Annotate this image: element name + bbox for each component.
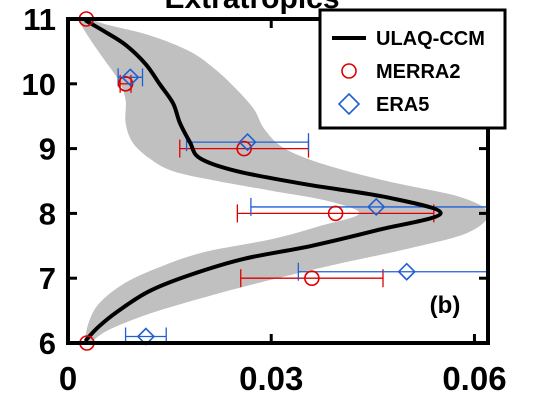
legend-label-merra2: MERRA2 [376, 61, 460, 83]
chart-title: Extratropics [164, 0, 339, 15]
legend-label-ulaq-ccm: ULAQ-CCM [376, 28, 485, 50]
panel-label: (b) [430, 292, 461, 319]
y-tick-label-5: 11 [23, 2, 56, 37]
legend: ULAQ-CCM MERRA2 ERA5 [318, 8, 507, 130]
y-tick-label-3: 9 [39, 132, 56, 167]
merra2-point-2 [327, 205, 344, 222]
tick-labels-layer: 6 7 8 9 10 11 0 0.03 0.06 [22, 2, 507, 397]
x-tick-label-2: 0.06 [442, 360, 506, 397]
markers-layer [78, 11, 416, 351]
legend-swatch-merra2 [341, 63, 357, 79]
ulaq-ccm-line [84, 19, 443, 342]
era5-point-2 [367, 197, 386, 217]
y-tick-label-0: 6 [39, 326, 56, 361]
model-line-layer [84, 19, 443, 342]
era5-point-4 [121, 68, 140, 87]
x-tick-label-1: 0.03 [239, 360, 303, 397]
merra2-point-1 [304, 270, 320, 287]
legend-label-era5: ERA5 [376, 94, 429, 116]
legend-swatch-era5 [337, 92, 361, 116]
era5-point-3 [238, 132, 257, 152]
y-tick-label-1: 7 [39, 261, 56, 296]
y-tick-label-2: 8 [39, 196, 56, 231]
y-tick-label-4: 10 [22, 67, 56, 102]
era5-point-1 [397, 262, 416, 281]
legend-box [318, 8, 507, 130]
merra2-point-3 [236, 140, 252, 157]
plot-frame [66, 17, 490, 345]
x-tick-label-0: 0 [59, 360, 77, 397]
